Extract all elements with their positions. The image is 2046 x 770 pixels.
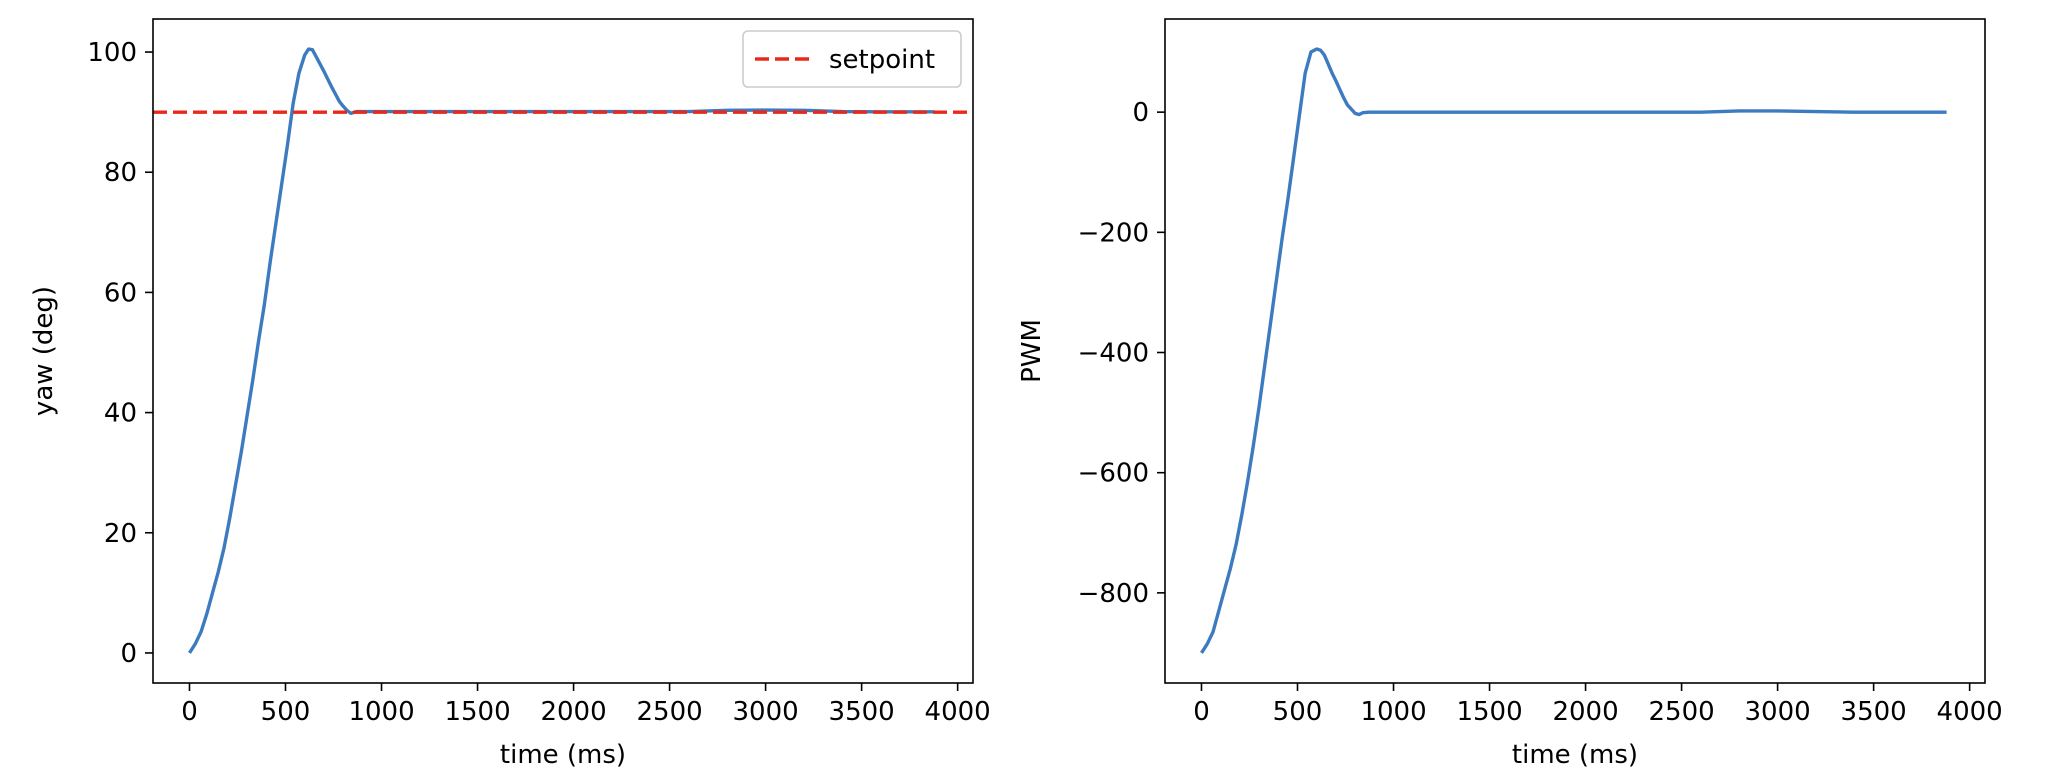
- x-tick-label: 2000: [1552, 697, 1618, 727]
- legend-box: [742, 30, 962, 88]
- x-tick-label: 500: [1273, 697, 1323, 727]
- x-tick-label: 2500: [1648, 697, 1714, 727]
- x-tick-label: 4000: [1937, 697, 2003, 727]
- x-tick-label: 1000: [348, 697, 414, 727]
- y-tick-label: −200: [1078, 218, 1149, 248]
- y-tick-label: 20: [104, 519, 137, 549]
- x-tick-label: 0: [181, 697, 198, 727]
- x-tick-label: 3000: [1745, 697, 1811, 727]
- pwm-chart: 0 500 1000 1500 2000 2500 3000 3500 4000 −800 −600…: [1017, 18, 2003, 770]
- x-axis-label: time (ms): [1512, 740, 1638, 770]
- y-axis-label: yaw (deg): [29, 286, 59, 416]
- x-tick-label: 3500: [829, 697, 895, 727]
- y-tick-label: 0: [1132, 98, 1149, 128]
- x-tick-label: 2500: [636, 697, 702, 727]
- y-tick-label: −800: [1078, 579, 1149, 609]
- series-line: [1200, 47, 1947, 654]
- y-tick-label: 0: [120, 639, 137, 669]
- x-tick-label: 0: [1193, 697, 1210, 727]
- y-tick-label: −400: [1078, 339, 1149, 369]
- x-tick-label: 1000: [1360, 697, 1426, 727]
- x-tick-label: 3000: [733, 697, 799, 727]
- legend-label: setpoint: [829, 45, 935, 75]
- x-tick-label: 1500: [1456, 697, 1522, 727]
- y-axis-label: PWM: [1017, 319, 1047, 383]
- y-tick-label: 60: [104, 278, 137, 308]
- y-tick-label: 100: [87, 38, 137, 68]
- yaw-chart: 0 500 1000 1500 2000 2500 3000 3500 4000 0 20 40 60 8…: [29, 18, 991, 770]
- plot-frame: [152, 18, 974, 684]
- plot-frame: [1164, 18, 1986, 684]
- x-axis-label: time (ms): [500, 740, 626, 770]
- x-tick-label: 500: [261, 697, 311, 727]
- x-tick-label: 1500: [444, 697, 510, 727]
- legend: setpoint: [742, 30, 962, 88]
- y-tick-label: 80: [104, 158, 137, 188]
- x-tick-label: 3500: [1841, 697, 1907, 727]
- x-tick-label: 4000: [925, 697, 991, 727]
- x-tick-label: 2000: [540, 697, 606, 727]
- y-tick-label: −600: [1078, 459, 1149, 489]
- y-tick-label: 40: [104, 399, 137, 429]
